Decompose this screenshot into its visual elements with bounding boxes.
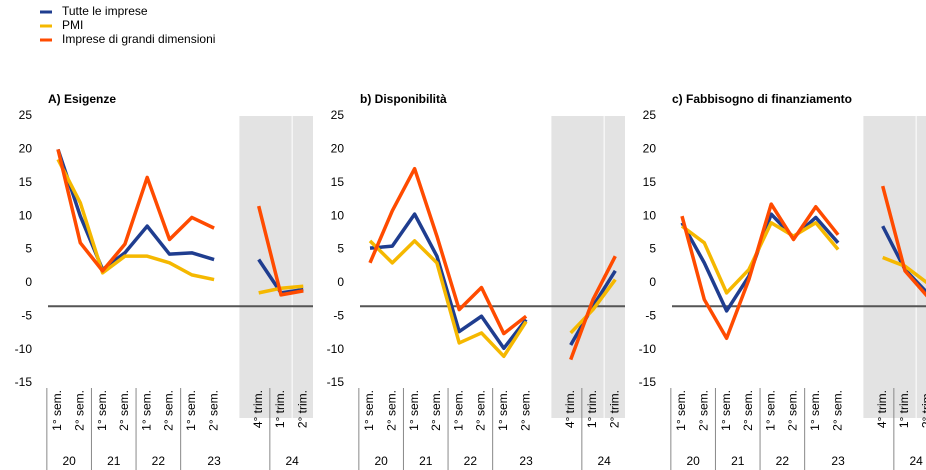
x-tick-label: 2° sem. (72, 390, 86, 431)
x-tick-label: 4° trim. (251, 390, 265, 428)
y-tick-label: 20 (643, 142, 657, 156)
x-tick-label: 1° sem. (808, 390, 822, 431)
x-tick-label: 1° sem. (139, 390, 153, 431)
group-label: 22 (776, 454, 790, 468)
x-tick-label: 1° sem. (674, 390, 688, 431)
x-tick-label: 2° sem. (206, 390, 220, 431)
panel-title: c) Fabbisogno di finanziamento (672, 92, 852, 106)
x-tick-label: 1° sem. (763, 390, 777, 431)
y-tick-label: -10 (15, 342, 33, 356)
series-line (680, 185, 926, 341)
x-tick-label: 2° sem. (384, 390, 398, 431)
x-tick-label: 1° sem. (95, 390, 109, 431)
x-tick-label: 2° trim. (607, 390, 621, 428)
series-line (369, 212, 617, 351)
y-tick-label: -15 (15, 375, 33, 389)
x-tick-label: 4° trim. (563, 390, 577, 428)
x-tick-label: 1° trim. (897, 390, 911, 428)
group-label: 21 (107, 454, 121, 468)
x-tick-label: 2° sem. (741, 390, 755, 431)
panel-title: A) Esigenze (48, 92, 116, 106)
shaded-area (239, 116, 313, 418)
x-tick-label: 2° sem. (786, 390, 800, 431)
x-tick-label: 2° trim. (919, 390, 926, 428)
x-tick-label: 1° sem. (451, 390, 465, 431)
y-tick-label: 20 (331, 142, 345, 156)
y-tick-label: 5 (25, 242, 32, 256)
shaded-area (863, 116, 926, 418)
group-label: 20 (62, 454, 76, 468)
x-tick-label: 1° sem. (496, 390, 510, 431)
y-tick-label: 10 (19, 208, 33, 222)
y-tick-label: 5 (649, 242, 656, 256)
panel-title: b) Disponibilità (360, 92, 447, 106)
x-tick-label: 1° sem. (184, 390, 198, 431)
x-tick-label: 1° trim. (585, 390, 599, 428)
series-line (368, 239, 617, 359)
y-tick-label: 15 (643, 175, 657, 189)
y-tick-label: 10 (643, 208, 657, 222)
series-line (56, 148, 304, 297)
y-tick-label: -5 (21, 308, 32, 322)
y-tick-label: -15 (327, 375, 345, 389)
y-tick-label: -10 (327, 342, 345, 356)
y-tick-label: 15 (331, 175, 345, 189)
x-tick-label: 2° sem. (830, 390, 844, 431)
shaded-area (551, 116, 625, 418)
y-tick-label: -15 (639, 375, 657, 389)
x-tick-label: 2° sem. (518, 390, 532, 431)
group-label: 24 (285, 454, 299, 468)
legend-label: Tutte le imprese (62, 4, 148, 18)
y-tick-label: 15 (19, 175, 33, 189)
group-label: 24 (909, 454, 923, 468)
y-tick-label: 0 (649, 275, 656, 289)
group-label: 24 (597, 454, 611, 468)
x-tick-label: 1° sem. (719, 390, 733, 431)
y-tick-label: 5 (337, 242, 344, 256)
group-label: 23 (519, 454, 533, 468)
x-tick-label: 2° sem. (474, 390, 488, 431)
y-tick-label: 25 (331, 108, 345, 122)
x-tick-label: 2° trim. (295, 390, 309, 428)
y-tick-label: -5 (645, 308, 656, 322)
group-label: 22 (464, 454, 478, 468)
y-tick-label: 20 (19, 142, 33, 156)
group-label: 22 (152, 454, 166, 468)
group-label: 23 (207, 454, 221, 468)
series-line (368, 166, 617, 361)
y-tick-label: 0 (337, 275, 344, 289)
legend-label: PMI (62, 18, 83, 32)
y-tick-label: -5 (333, 308, 344, 322)
x-tick-label: 2° sem. (696, 390, 710, 431)
y-tick-label: 10 (331, 208, 345, 222)
x-tick-label: 2° sem. (162, 390, 176, 431)
x-tick-label: 1° trim. (273, 390, 287, 428)
group-label: 20 (686, 454, 700, 468)
group-label: 21 (731, 454, 745, 468)
x-tick-label: 1° sem. (50, 390, 64, 431)
group-label: 21 (419, 454, 433, 468)
y-tick-label: 25 (643, 108, 657, 122)
group-label: 20 (374, 454, 388, 468)
legend-label: Imprese di grandi dimensioni (62, 32, 215, 46)
group-label: 23 (831, 454, 845, 468)
x-tick-label: 2° sem. (429, 390, 443, 431)
x-tick-label: 2° sem. (117, 390, 131, 431)
y-tick-label: 25 (19, 108, 33, 122)
x-tick-label: 1° sem. (362, 390, 376, 431)
y-tick-label: 0 (25, 275, 32, 289)
x-tick-label: 1° sem. (407, 390, 421, 431)
y-tick-label: -10 (639, 342, 657, 356)
x-tick-label: 4° trim. (875, 390, 889, 428)
